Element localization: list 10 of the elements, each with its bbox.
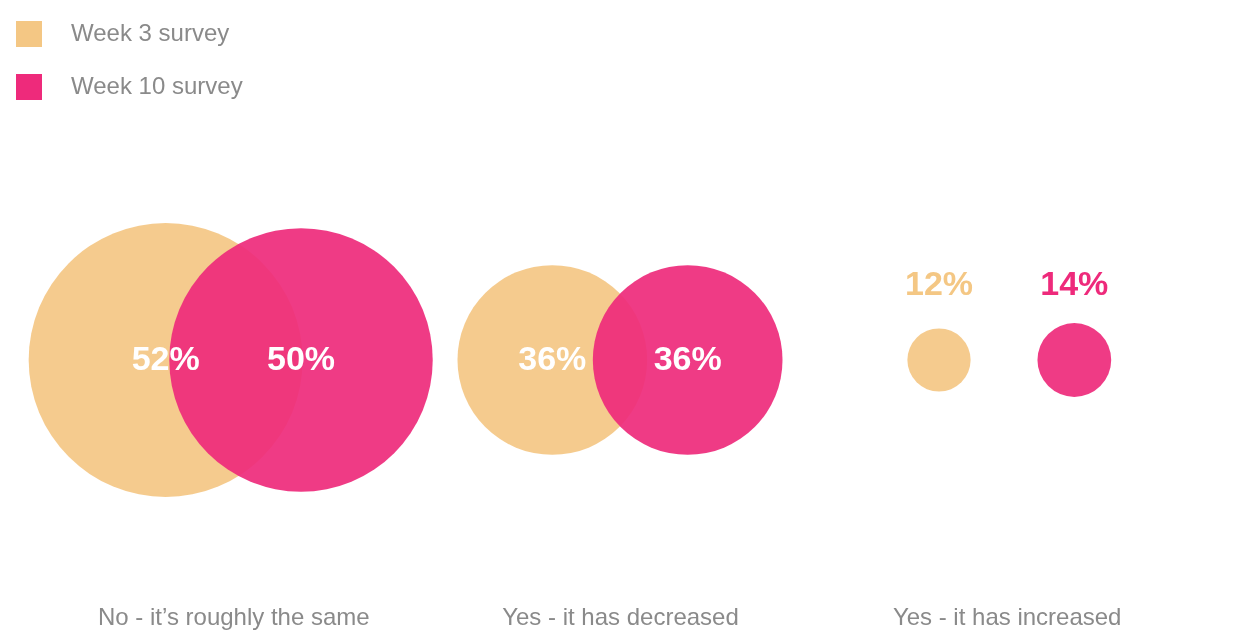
legend-label: Week 3 survey — [71, 19, 230, 46]
category-label: Yes - it has decreased — [502, 602, 739, 630]
category-label: Yes - it has increased — [892, 602, 1122, 630]
data-label: 14% — [1040, 264, 1109, 302]
data-label: 36% — [518, 339, 587, 377]
data-label: 50% — [266, 339, 336, 377]
data-label: 36% — [653, 339, 722, 377]
data-label: 12% — [904, 264, 974, 302]
legend-label: Week 10 survey — [71, 72, 243, 99]
category-label: No - it’s roughly the same — [97, 602, 370, 630]
